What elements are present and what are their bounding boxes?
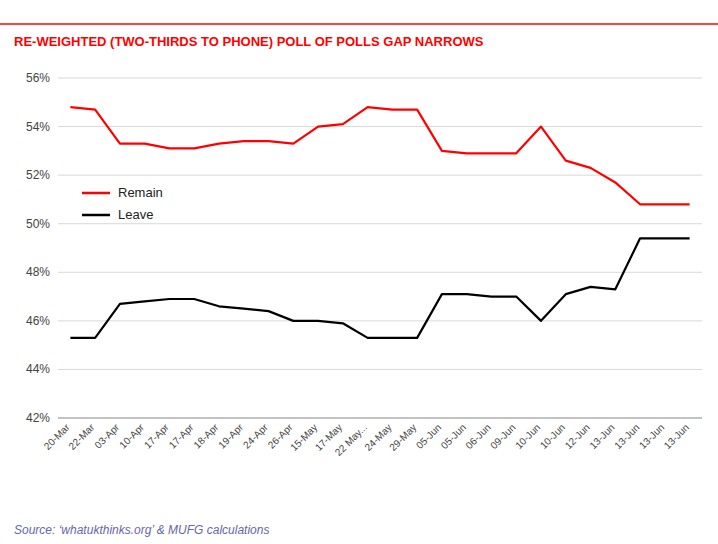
x-tick-label: 20-Mar xyxy=(42,421,73,452)
x-tick-label: 19-Apr xyxy=(216,421,245,450)
x-tick-label: 13-Jun xyxy=(587,422,616,451)
x-tick-label: 05-Jun xyxy=(414,422,443,451)
series-line xyxy=(70,238,689,338)
y-tick-label: 48% xyxy=(26,265,50,279)
x-tick-label: 13-Jun xyxy=(662,422,691,451)
y-tick-label: 42% xyxy=(26,411,50,425)
x-tick-label: 22 May... xyxy=(333,422,369,458)
title-rule xyxy=(0,23,718,25)
y-tick-label: 54% xyxy=(26,120,50,134)
legend-swatch xyxy=(82,192,110,195)
grid-line xyxy=(58,320,702,321)
x-tick-label: 18-Apr xyxy=(191,421,220,450)
grid xyxy=(58,78,702,418)
x-tick-label: 03-Apr xyxy=(92,421,121,450)
y-tick-label: 46% xyxy=(26,314,50,328)
grid-line xyxy=(58,126,702,127)
legend-label: Leave xyxy=(118,207,153,222)
title: RE-WEIGHTED (TWO-THIRDS TO PHONE) POLL O… xyxy=(14,34,484,49)
x-tick-label: 13-Jun xyxy=(637,422,666,451)
legend-label: Remain xyxy=(118,185,163,200)
series-line xyxy=(70,107,689,204)
grid-line xyxy=(58,418,702,419)
grid-line xyxy=(58,223,702,224)
source-note: Source: ‘whatukthinks.org’ & MUFG calcul… xyxy=(14,523,269,537)
x-tick-label: 10-Apr xyxy=(117,421,146,450)
x-tick-label: 22-Mar xyxy=(66,421,97,452)
grid-line xyxy=(58,369,702,370)
y-tick-label: 44% xyxy=(26,362,50,376)
x-tick-label: 17-Apr xyxy=(142,421,171,450)
x-tick-label: 24-Apr xyxy=(241,421,270,450)
x-tick-label: 05-Jun xyxy=(439,422,468,451)
x-tick-label: 29-May xyxy=(387,422,418,453)
x-tick-label: 10-Jun xyxy=(538,422,567,451)
grid-line xyxy=(58,272,702,273)
y-tick-label: 52% xyxy=(26,168,50,182)
grid-line xyxy=(58,78,702,79)
x-tick-label: 13-Jun xyxy=(612,422,641,451)
x-tick-label: 12-Jun xyxy=(563,422,592,451)
x-tick-label: 09-Jun xyxy=(488,422,517,451)
x-tick-label: 17-Apr xyxy=(167,421,196,450)
x-tick-label: 06-Jun xyxy=(463,422,492,451)
legend: Remain Leave xyxy=(82,185,163,222)
y-tick-label: 50% xyxy=(26,217,50,231)
series-group xyxy=(70,107,689,338)
y-tick-label: 56% xyxy=(26,71,50,85)
legend-swatch xyxy=(82,214,110,217)
chart: RE-WEIGHTED (TWO-THIRDS TO PHONE) POLL O… xyxy=(0,0,718,544)
x-axis-line xyxy=(58,418,702,419)
x-tick-label: 10-Jun xyxy=(513,422,542,451)
